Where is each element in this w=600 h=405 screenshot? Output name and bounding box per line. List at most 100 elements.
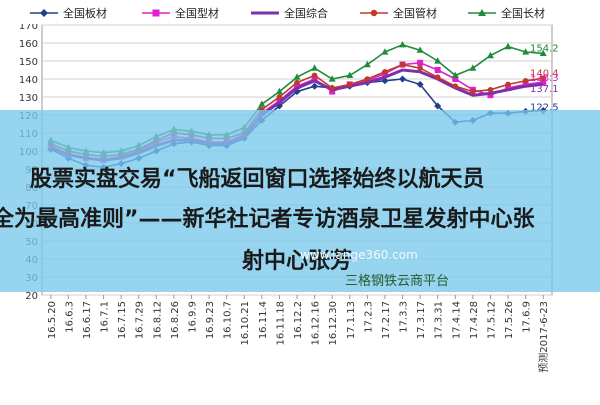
- x-tick-label: 17.4.14: [451, 301, 462, 339]
- x-tick-label: 16.7.29: [135, 301, 146, 339]
- x-tick-label: 16.10.21: [240, 301, 251, 346]
- y-tick-label: 140: [19, 75, 38, 86]
- x-tick-label: 17.1.13: [346, 301, 357, 339]
- point-marker: [293, 73, 301, 80]
- point-marker: [382, 69, 388, 75]
- point-marker: [399, 61, 406, 68]
- y-tick-label: 130: [19, 93, 38, 104]
- point-marker: [381, 48, 389, 55]
- x-tick-label: 17.6.9: [522, 301, 533, 333]
- x-tick-label: 16.12.2: [293, 301, 304, 339]
- x-tick-label: 16.5.20: [47, 301, 58, 339]
- end-label: 137.1: [530, 84, 559, 95]
- point-marker: [434, 57, 442, 64]
- x-tick-label: 16.11.18: [275, 301, 286, 346]
- x-tick-label: 17.3.17: [416, 301, 427, 339]
- x-tick-label: 16.8.26: [170, 301, 181, 339]
- legend-background: [0, 0, 600, 24]
- news-overlay-banner: 股票实盘交易“飞船返回窗口选择始终以航天员 全为最高准则”——新华社记者专访酒泉…: [0, 110, 600, 292]
- x-tick-label: 16.12.30: [328, 301, 339, 346]
- point-marker: [539, 49, 547, 57]
- point-marker: [399, 41, 407, 48]
- point-marker: [434, 67, 441, 73]
- x-tick-label: 17.5.26: [504, 301, 515, 339]
- x-tick-label: 16.12.16: [311, 301, 322, 346]
- x-tick-label: 16.10.7: [223, 301, 234, 339]
- point-marker: [451, 71, 459, 78]
- point-marker: [487, 92, 494, 99]
- point-marker: [434, 74, 441, 80]
- x-tick-label: 16.6.17: [82, 301, 93, 339]
- point-marker: [399, 75, 407, 83]
- point-marker: [258, 100, 266, 107]
- x-tick-label: 预测2017-6-23: [537, 301, 550, 373]
- point-marker: [540, 79, 547, 86]
- point-marker: [416, 46, 424, 53]
- end-label: 140.4: [530, 68, 559, 79]
- overlay-line-3: 射中心张芳: [242, 249, 353, 274]
- x-tick-label: 16.9.23: [205, 301, 216, 339]
- point-marker: [487, 87, 494, 93]
- x-tick-label: 16.8.12: [152, 301, 163, 339]
- point-marker: [364, 76, 371, 82]
- point-marker: [311, 76, 318, 82]
- legend-label: 全国板材: [63, 6, 107, 20]
- legend-marker: [152, 9, 160, 17]
- point-marker: [416, 80, 424, 88]
- x-tick-label: 17.3.3: [399, 301, 410, 333]
- x-tick-label: 17.2.17: [381, 301, 392, 339]
- legend-label: 全国综合: [284, 6, 328, 20]
- x-tick-label: 16.11.4: [258, 301, 269, 339]
- point-marker: [452, 76, 459, 82]
- point-marker: [294, 83, 300, 90]
- point-marker: [329, 88, 336, 95]
- legend-label: 全国型材: [175, 6, 219, 20]
- legend-marker: [370, 9, 378, 17]
- point-marker: [505, 81, 511, 88]
- point-marker: [329, 85, 335, 91]
- point-marker: [276, 94, 283, 100]
- x-tick-label: 17.3.31: [434, 301, 445, 339]
- point-marker: [486, 51, 494, 59]
- point-marker: [311, 82, 319, 90]
- x-axis-ticks: 16.5.20 16.6.3 16.6.17 16.7.1 16.7.15 16.7.29…: [47, 301, 550, 373]
- point-marker: [275, 87, 283, 95]
- y-tick-label: 150: [19, 57, 38, 68]
- point-marker: [311, 72, 318, 79]
- point-marker: [470, 88, 476, 95]
- y-tick-label: 160: [19, 39, 38, 50]
- legend-marker: [478, 9, 486, 16]
- point-marker: [417, 65, 423, 71]
- x-tick-label: 16.7.1: [100, 301, 111, 333]
- x-tick-label: 16.9.9: [187, 301, 198, 333]
- y-tick-label: 170: [19, 21, 38, 32]
- point-marker: [540, 75, 547, 82]
- x-tick-label: 16.6.3: [64, 301, 75, 333]
- point-marker: [311, 64, 319, 71]
- point-marker: [522, 81, 529, 88]
- overlay-line-1: 股票实盘交易“飞船返回窗口选择始终以航天员: [30, 167, 485, 192]
- x-tick-label: 17.5.12: [486, 301, 497, 339]
- point-marker: [469, 64, 477, 71]
- x-tick-label: 17.4.28: [469, 301, 480, 339]
- x-tick-label: 16.7.15: [117, 301, 128, 339]
- legend-marker: [40, 9, 48, 17]
- point-marker: [294, 79, 300, 86]
- legend-label: 全国长材: [501, 6, 545, 20]
- end-label: 122.5: [530, 103, 559, 114]
- end-label: 138.3: [530, 73, 559, 84]
- point-marker: [417, 59, 424, 66]
- point-marker: [522, 78, 529, 84]
- legend-label: 全国管材: [393, 6, 437, 20]
- y-tick-label: 20: [25, 291, 38, 302]
- point-marker: [346, 71, 354, 78]
- point-marker: [363, 60, 371, 68]
- point-marker: [434, 102, 442, 110]
- point-marker: [504, 42, 512, 50]
- point-marker: [522, 48, 530, 55]
- overlay-line-2: 全为最高准则”——新华社记者专访酒泉卫星发射中心张: [0, 207, 535, 232]
- point-marker: [452, 83, 459, 89]
- x-tick-label: 17.2.3: [363, 301, 374, 333]
